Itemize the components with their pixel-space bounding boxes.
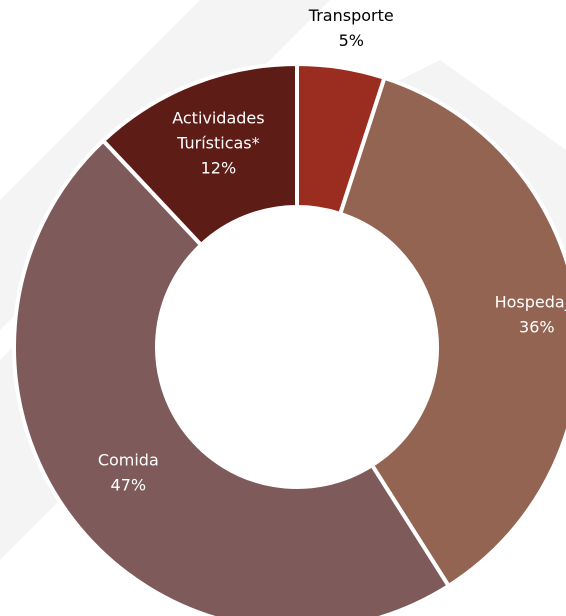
slice-value-label: 36% [519, 318, 555, 337]
slice-name-line: Turísticas* [176, 133, 260, 152]
slice-value-label: 47% [111, 475, 147, 494]
slice-label-comida: Comida 47% [98, 450, 159, 494]
labels-group: Transporte 5% Hospedaje 36% Comida 47% Activid… [98, 6, 566, 494]
slice-label-hospedaje: Hospedaje 36% [495, 293, 566, 337]
slice-name-line: Comida [98, 450, 159, 469]
slice-value-label: 5% [339, 31, 364, 50]
slice-name-line: Hospedaje [495, 293, 566, 312]
slice-name-line: Transporte [308, 6, 394, 25]
slice-hospedaje [338, 75, 566, 588]
slice-value-label: 12% [201, 158, 237, 177]
slice-actividades-turisticas [101, 62, 299, 247]
slice-name-line: Actividades [172, 108, 264, 127]
slice-comida [12, 138, 451, 616]
slices-group [12, 62, 566, 616]
slice-label-actividades-turisticas: Actividades Turísticas* 12% [172, 108, 264, 177]
slice-label-transporte: Transporte 5% [308, 6, 394, 50]
